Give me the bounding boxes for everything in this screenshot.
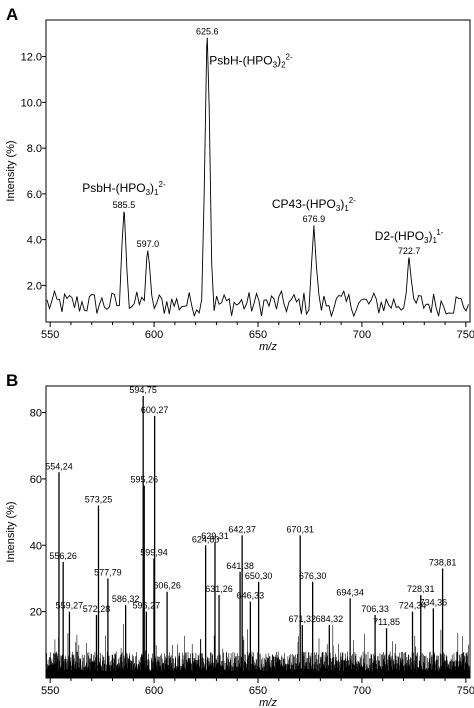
- panel-b-peak-label: 595,26: [130, 475, 158, 485]
- panel-b-peak-label: 596,27: [133, 601, 161, 611]
- panel-a-peak-label: 625.6: [196, 26, 219, 36]
- panel-a-peak-marker: [206, 37, 208, 39]
- panel-a-xtick-label: 550: [41, 329, 59, 341]
- annotation-sub2: 2: [281, 60, 286, 69]
- panel-a-peak-marker: [147, 250, 149, 252]
- panel-b-peak-label: 600,27: [141, 405, 169, 415]
- panel-a-peak-label: 585.5: [113, 200, 136, 210]
- annotation-text: PsbH-(HPO: [82, 181, 145, 195]
- panel-b-peak-label: 624,80: [192, 534, 220, 544]
- panel-a-ytick-label: 12.0: [21, 52, 42, 64]
- panel-a-ytick-label: 8.0: [27, 143, 42, 155]
- panel-b-peak-label: 586,32: [112, 594, 140, 604]
- panel-a-peak-marker: [408, 257, 410, 259]
- annotation-paren: ): [340, 197, 344, 211]
- panel-a-x-axis-title: m/z: [259, 341, 277, 353]
- panel-b-xtick-label: 750: [457, 685, 474, 697]
- annotation-sub: 3: [336, 204, 341, 213]
- panel-b-peak-label: 676,30: [299, 571, 327, 581]
- panel-b-peak-label: 631,26: [205, 584, 233, 594]
- panel-b-peak-label: 641,38: [226, 561, 254, 571]
- annotation-sub: 3: [273, 60, 278, 69]
- panel-b-peak-label: 642,37: [228, 524, 256, 534]
- panel-b-ytick-label: 20: [30, 607, 42, 619]
- annotation-sub2: 1: [433, 236, 438, 245]
- panel-b-xtick-label: 650: [249, 685, 267, 697]
- panel-b-peak-label: 606,26: [153, 581, 181, 591]
- annotation-paren: ): [150, 181, 154, 195]
- annotation-sup: 2-: [286, 52, 293, 61]
- panel-a-xtick-label: 700: [353, 329, 371, 341]
- panel-b-xtick-label: 700: [353, 685, 371, 697]
- panel-b-xtick-label: 600: [145, 685, 163, 697]
- panel-b-peak-label: 577,79: [94, 567, 122, 577]
- annotation-text: D2-(HPO: [375, 229, 424, 243]
- panel-b-peak-label: 559,27: [56, 601, 84, 611]
- panel-b-ytick-label: 60: [30, 474, 42, 486]
- panel-b-peak-label: 554,24: [45, 461, 73, 471]
- panel-b-peak-label: 599,94: [140, 548, 168, 558]
- panel-b-peak-label: 694,34: [336, 587, 364, 597]
- annotation-text: PsbH-(HPO: [209, 53, 272, 67]
- panel-b-peak-label: 594,75: [129, 385, 157, 395]
- panel-b-peak-label: 670,31: [286, 524, 314, 534]
- panel-a-peak-label: 597.0: [137, 239, 160, 249]
- annotation-sub2: 1: [154, 188, 159, 197]
- panel-b-peak-label: 573,25: [85, 494, 113, 504]
- panel-a-ytick-label: 6.0: [27, 189, 42, 201]
- panel-a-ytick-label: 10.0: [21, 97, 42, 109]
- panel-a-chart: 550 600 650 700 750 2.0 4.0 6.0 8.0 10.0 12.0 m/z In…: [5, 19, 474, 353]
- panel-b-xtick-label: 550: [41, 685, 59, 697]
- panel-a-xtick-label: 600: [145, 329, 163, 341]
- panel-b-peak-label: 572,28: [83, 604, 111, 614]
- panel-a-xtick-label: 750: [457, 329, 474, 341]
- panel-b-peak-label: 650,30: [245, 571, 273, 581]
- annotation-paren: ): [277, 53, 281, 67]
- panel-a-species-annotation: CP43-(HPO3)12-: [272, 196, 356, 213]
- panel-a-ytick-label: 2.0: [27, 280, 42, 292]
- annotation-sub: 3: [424, 236, 429, 245]
- annotation-text: CP43-(HPO: [272, 197, 336, 211]
- panel-b-peak-label: 706,33: [361, 604, 389, 614]
- annotation-sup: 2-: [159, 180, 166, 189]
- panel-a-xtick-label: 650: [249, 329, 267, 341]
- annotation-sub2: 1: [344, 204, 349, 213]
- panel-b-ytick-label: 40: [30, 540, 42, 552]
- panel-a-peak-marker: [123, 211, 125, 213]
- panel-b-x-axis-title: m/z: [259, 697, 277, 708]
- panel-b-peak-label: 728,31: [407, 584, 435, 594]
- panel-a-letter: A: [6, 5, 18, 24]
- panel-a-peak-label: 722.7: [398, 246, 421, 256]
- panel-b-peak-label: 684,32: [316, 614, 344, 624]
- annotation-sup: 1-: [436, 228, 443, 237]
- panel-b-ytick-label: 80: [30, 408, 42, 420]
- panel-a-spectrum-trace: [46, 38, 469, 318]
- panel-b-peak-label: 671,32: [289, 614, 317, 624]
- panel-b-letter: B: [6, 371, 18, 390]
- panel-a-species-annotation: D2-(HPO3)11-: [375, 228, 444, 245]
- panel-a-species-annotation: PsbH-(HPO3)22-: [209, 52, 293, 69]
- panel-b-peak-label: 711,85: [373, 617, 400, 627]
- panel-b-peak-label: 646,33: [237, 591, 265, 601]
- annotation-sup: 2-: [349, 196, 356, 205]
- panel-a-species-annotation: PsbH-(HPO3)12-: [82, 180, 166, 197]
- panel-a-peak-marker: [313, 225, 315, 227]
- panel-a-ytick-label: 4.0: [27, 235, 42, 247]
- panel-b-peak-label: 724,34: [399, 601, 427, 611]
- panel-b-peak-label: 734,36: [420, 597, 448, 607]
- panel-b-peak-label: 738,81: [429, 558, 457, 568]
- panel-a-peak-label: 676.9: [303, 214, 326, 224]
- panel-b-peak-label: 629,31: [201, 531, 229, 541]
- panel-b-peak-label: 556,26: [49, 551, 77, 561]
- annotation-sub: 3: [146, 188, 151, 197]
- panel-b-chart: 550 600 650 700 750 20 40 60 80 m/z Intensity (%) 5…: [5, 385, 474, 708]
- panel-b-y-axis-title: Intensity (%): [5, 501, 17, 562]
- panel-a-y-axis-title: Intensity (%): [5, 140, 17, 201]
- annotation-paren: ): [429, 229, 433, 243]
